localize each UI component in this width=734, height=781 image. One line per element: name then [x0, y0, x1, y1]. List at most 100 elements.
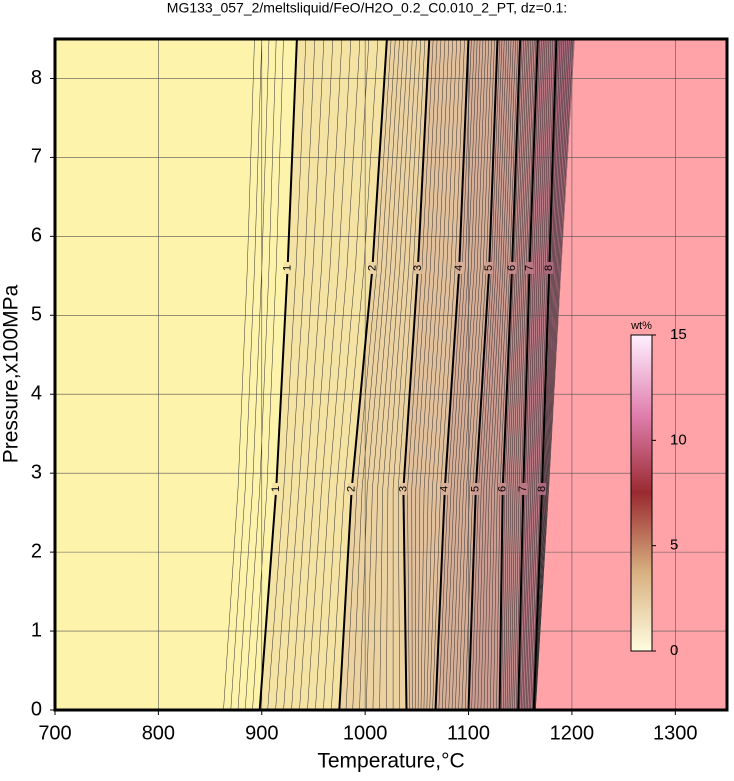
minor-contour [474, 39, 503, 710]
contour-label: 7 [523, 265, 535, 271]
minor-contour [522, 39, 544, 710]
minor-contour [503, 39, 524, 710]
contour-label-bg [399, 482, 408, 495]
contour-label: 4 [439, 486, 451, 492]
minor-contour [359, 39, 400, 710]
minor-contour [323, 39, 370, 710]
contour-band [518, 39, 557, 710]
minor-contour [506, 39, 528, 710]
minor-contour [521, 39, 542, 710]
minor-contour [411, 39, 438, 710]
minor-contour [519, 39, 540, 710]
minor-contour [414, 39, 442, 710]
y-axis-label: Pressure,x100MPa [0, 284, 23, 463]
plot-frame [53, 37, 729, 712]
minor-contour [420, 39, 450, 710]
minor-contour [345, 39, 392, 710]
minor-contour [527, 39, 550, 710]
minor-contour [535, 39, 574, 710]
contour-line [434, 39, 470, 710]
minor-contour [510, 39, 532, 710]
minor-contour [252, 39, 284, 710]
contour-line [532, 39, 558, 710]
minor-contour [283, 39, 325, 710]
contour-label-bg [368, 261, 377, 274]
minor-contour [423, 39, 454, 710]
minor-contour [223, 39, 255, 710]
minor-contour [307, 39, 352, 710]
minor-contour [535, 39, 572, 710]
minor-contour [486, 39, 512, 710]
colorbar-tick-label: 0 [670, 642, 678, 659]
minor-contour [438, 39, 472, 710]
minor-contour [524, 39, 546, 710]
contour-label-bg [498, 482, 507, 495]
contour-label-bg [283, 261, 292, 274]
y-tick-label: 0 [31, 698, 42, 720]
minor-contour [483, 39, 510, 710]
contour-label: 3 [412, 265, 424, 271]
minor-contour [464, 39, 495, 710]
minor-contour [534, 39, 570, 710]
minor-contour [493, 39, 516, 710]
x-tick-label: 700 [38, 722, 71, 744]
minor-contour [429, 39, 461, 710]
minor-contour [531, 39, 555, 710]
minor-contour [386, 39, 417, 710]
minor-contour [480, 39, 507, 710]
minor-contour [455, 39, 487, 710]
contour-line [498, 39, 522, 710]
minor-contour [448, 39, 481, 710]
contour-label-bg [545, 261, 554, 274]
colorbar-tick-label: 10 [670, 431, 687, 448]
contour-line [258, 39, 298, 710]
contour-label: 2 [366, 265, 378, 271]
minor-contour [426, 39, 458, 710]
y-tick-label: 7 [31, 146, 42, 168]
contour-label: 1 [270, 486, 282, 492]
minor-contour [291, 39, 334, 710]
minor-contour [534, 39, 568, 710]
x-axis-label: Temperature,°C [317, 750, 464, 773]
x-tick-label: 1300 [653, 722, 698, 744]
minor-contour [534, 39, 563, 710]
y-tick-label: 2 [31, 540, 42, 562]
minor-contour [534, 39, 566, 710]
minor-contour [458, 39, 490, 710]
x-tick-label: 900 [245, 722, 278, 744]
contour-line [517, 39, 539, 710]
y-tick-label: 8 [31, 67, 42, 89]
contour-label-bg [440, 482, 449, 495]
contour-label-bg [519, 482, 528, 495]
y-tick-label: 4 [31, 383, 42, 405]
x-tick-label: 1100 [447, 722, 490, 744]
minor-contour [331, 39, 379, 710]
colorbar [630, 334, 653, 652]
contour-line [467, 39, 499, 710]
contour-label: 5 [483, 265, 495, 271]
contour-label: 1 [282, 265, 294, 271]
colorbar-tick-label: 15 [670, 326, 687, 343]
y-tick-label: 6 [31, 225, 42, 247]
x-tick-label: 800 [142, 722, 175, 744]
minor-contour [530, 39, 553, 710]
contour-label: 8 [543, 265, 555, 271]
minor-contour [514, 39, 535, 710]
colorbar-label: wt% [630, 320, 652, 332]
minor-contour [461, 39, 492, 710]
minor-contour [432, 39, 465, 710]
minor-contour [445, 39, 478, 710]
contour-label-bg [525, 261, 534, 274]
y-tick-label: 5 [31, 304, 42, 326]
colorbar-tick-label: 5 [670, 537, 678, 554]
contour-label: 4 [453, 265, 465, 271]
contour-label: 6 [506, 265, 518, 271]
minor-contour [516, 39, 537, 710]
minor-contour [275, 39, 316, 710]
minor-contour [397, 39, 426, 710]
contour-line [402, 39, 431, 710]
minor-contour [379, 39, 413, 710]
contour-label: 8 [536, 486, 548, 492]
minor-contour [528, 39, 552, 710]
